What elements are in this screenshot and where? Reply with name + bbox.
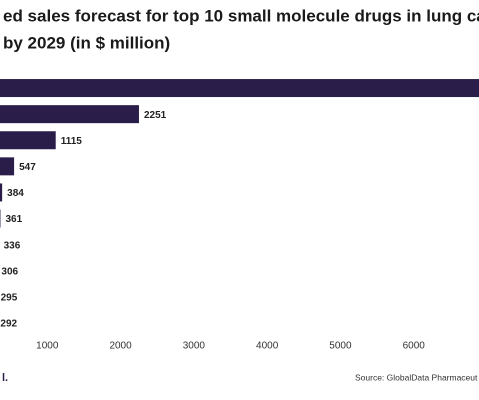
source: Source: GlobalData Pharmaceut [355,372,478,382]
x-tick-label: 2000 [109,341,132,352]
value-label: 547 [19,162,36,173]
value-label: 361 [5,214,22,225]
bar [0,183,3,202]
logo: l. [2,372,8,384]
value-label: 306 [1,266,18,277]
chart-title: ed sales forecast for top 10 small molec… [3,6,479,25]
x-tick-label: 1000 [36,341,59,352]
bar [0,105,139,124]
x-tick-label: 4000 [256,341,279,352]
x-tick-label: 5000 [329,341,352,352]
value-label: 295 [1,292,18,303]
value-label: 384 [7,188,24,199]
x-tick-label: 6000 [403,341,426,352]
value-label: 1115 [61,136,83,147]
value-label: 292 [0,319,17,330]
x-tick-label: 3000 [183,341,206,352]
bar [0,79,479,98]
bar [0,131,56,150]
value-label: 336 [4,240,21,251]
value-label: 2251 [144,110,167,121]
bar [0,157,15,176]
chart-subtitle: by 2029 (in $ million) [3,33,170,52]
